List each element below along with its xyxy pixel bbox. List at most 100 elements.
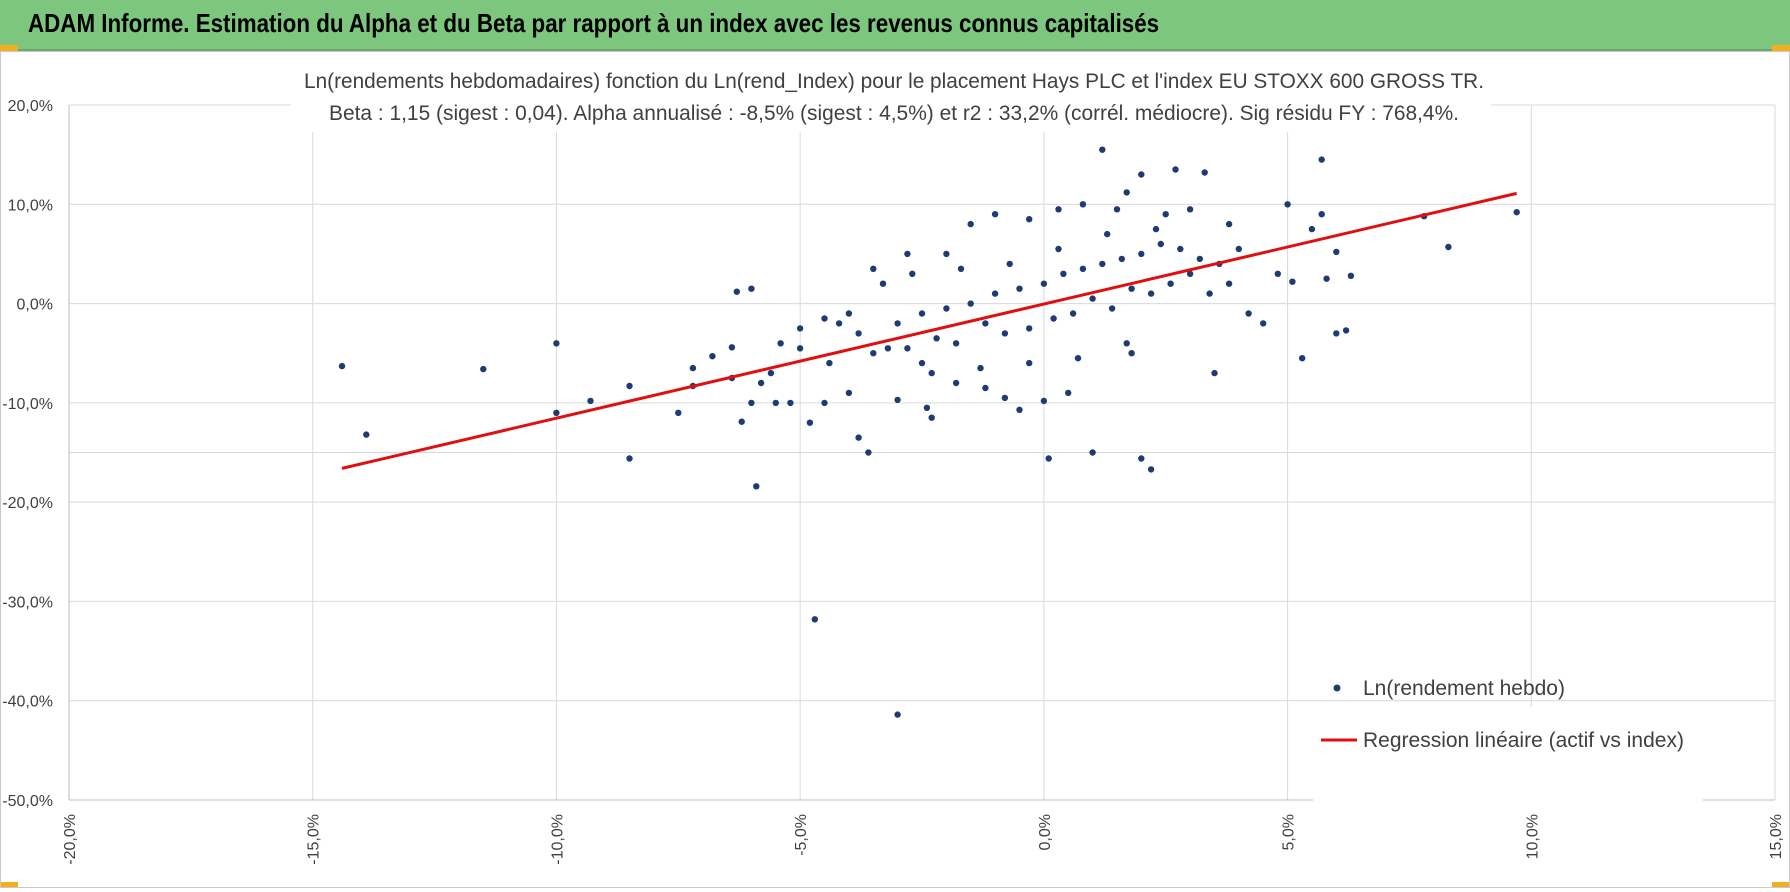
scatter-point xyxy=(909,270,916,277)
scatter-point xyxy=(728,344,736,351)
scatter-point xyxy=(709,353,716,360)
grid-lines xyxy=(68,104,1776,801)
scatter-point xyxy=(748,285,755,292)
scatter-point xyxy=(1225,220,1233,228)
y-axis-tick-labels: 20,0% 10,0% 0,0% -10,0% -20,0% -30,0% -40,0% -5… xyxy=(2,98,53,810)
scatter-point xyxy=(626,455,633,462)
scatter-point xyxy=(1123,189,1130,196)
regression-line-group xyxy=(341,191,1518,470)
scatter-point xyxy=(918,359,926,367)
scatter-point xyxy=(826,359,833,367)
x-tick-label: -5,0% xyxy=(793,814,810,856)
chart-title: Ln(rendements hebdomadaires) fonction du… xyxy=(304,70,1484,93)
scatter-point xyxy=(777,340,784,347)
x-tick-label: -15,0% xyxy=(306,814,323,865)
scatter-point xyxy=(587,397,594,405)
scatter-point xyxy=(1245,310,1252,317)
y-tick-label: 0,0% xyxy=(17,297,53,314)
scatter-point xyxy=(982,320,989,327)
scatter-point xyxy=(363,431,370,438)
scatter-point xyxy=(1128,285,1135,292)
scatter-point xyxy=(1104,230,1111,238)
x-tick-label: 10,0% xyxy=(1524,814,1541,859)
scatter-point xyxy=(757,379,765,387)
x-tick-label: -20,0% xyxy=(62,814,79,865)
y-tick-label: -40,0% xyxy=(2,694,53,711)
scatter-point xyxy=(821,399,828,407)
scatter-point xyxy=(1289,278,1296,285)
scatter-point xyxy=(952,379,960,387)
y-tick-label: 10,0% xyxy=(8,197,53,214)
scatter-point xyxy=(1065,389,1072,397)
scatter-point xyxy=(1040,397,1048,405)
scatter-point xyxy=(928,414,935,421)
scatter-point xyxy=(1177,245,1184,253)
scatter-point xyxy=(1235,245,1243,253)
scatter-point xyxy=(1016,285,1023,292)
scatter-point xyxy=(1079,265,1087,272)
scatter-point xyxy=(338,362,346,370)
scatter-point xyxy=(1055,206,1062,213)
scatter-point xyxy=(1045,455,1052,462)
scatter-point xyxy=(1513,209,1520,216)
scatter-points xyxy=(338,146,1520,718)
scatter-point xyxy=(796,325,804,332)
y-tick-label: -30,0% xyxy=(2,594,53,611)
scatter-point xyxy=(1260,320,1267,327)
report-title: ADAM Informe. Estimation du Alpha et du … xyxy=(28,8,1160,38)
scatter-point xyxy=(1108,305,1116,312)
scatter-point xyxy=(753,483,760,490)
scatter-point xyxy=(675,409,682,416)
scatter-point xyxy=(1167,280,1174,287)
scatter-point xyxy=(991,290,999,297)
scatter-point xyxy=(1099,146,1106,153)
scatter-point xyxy=(967,220,974,228)
scatter-point xyxy=(1118,255,1126,263)
y-tick-label: 20,0% xyxy=(8,98,53,115)
scatter-point xyxy=(767,369,775,377)
scatter-point xyxy=(884,345,892,352)
chart-area: 20,0% 10,0% 0,0% -10,0% -20,0% -30,0% -40,0% -5… xyxy=(0,51,1790,888)
scatter-point xyxy=(796,345,804,352)
scatter-point xyxy=(1026,216,1033,223)
scatter-point xyxy=(1089,295,1096,302)
scatter-point xyxy=(1445,243,1452,251)
scatter-point xyxy=(894,396,901,404)
legend-label-regression: Regression linéaire (actif vs index) xyxy=(1363,729,1684,752)
scatter-point xyxy=(1172,166,1179,173)
scatter-point xyxy=(855,330,862,337)
scatter-point xyxy=(1318,156,1325,163)
scatter-point xyxy=(835,320,843,327)
scatter-point xyxy=(1284,201,1291,208)
scatter-point xyxy=(1186,206,1194,213)
scatter-point xyxy=(689,364,697,372)
scatter-point xyxy=(1040,280,1048,287)
scatter-point xyxy=(772,399,779,407)
scatter-point xyxy=(1318,211,1325,218)
scatter-point xyxy=(1026,359,1033,367)
scatter-point xyxy=(1089,449,1096,456)
scatter-point xyxy=(480,365,487,373)
legend-backdrop xyxy=(1313,707,1703,812)
scatter-point xyxy=(952,340,960,347)
chart-subtitle: Beta : 1,15 (sigest : 0,04). Alpha annua… xyxy=(329,102,1459,125)
scatter-point xyxy=(957,265,965,272)
scatter-point xyxy=(943,250,950,258)
y-tick-label: -10,0% xyxy=(2,396,53,413)
scatter-point xyxy=(553,409,560,416)
x-axis-tick-labels: -20,0% -15,0% -10,0% -5,0% 0,0% 5,0% 10,0% 15,0… xyxy=(62,814,1785,865)
scatter-point xyxy=(1099,260,1106,268)
scatter-chart: 20,0% 10,0% 0,0% -10,0% -20,0% -30,0% -40,0% -5… xyxy=(2,62,1785,865)
scatter-point xyxy=(1138,455,1145,462)
x-tick-label: 0,0% xyxy=(1037,814,1054,850)
scatter-point xyxy=(870,350,877,357)
scatter-point xyxy=(845,310,853,317)
scatter-point xyxy=(918,310,926,317)
scatter-point xyxy=(1225,280,1233,287)
scatter-point xyxy=(1347,272,1355,279)
x-tick-label: 5,0% xyxy=(1281,814,1298,850)
scatter-point xyxy=(933,335,940,342)
scatter-point xyxy=(1206,290,1213,297)
scatter-point xyxy=(1074,355,1082,362)
accent-corner-bottom-left xyxy=(0,882,18,888)
